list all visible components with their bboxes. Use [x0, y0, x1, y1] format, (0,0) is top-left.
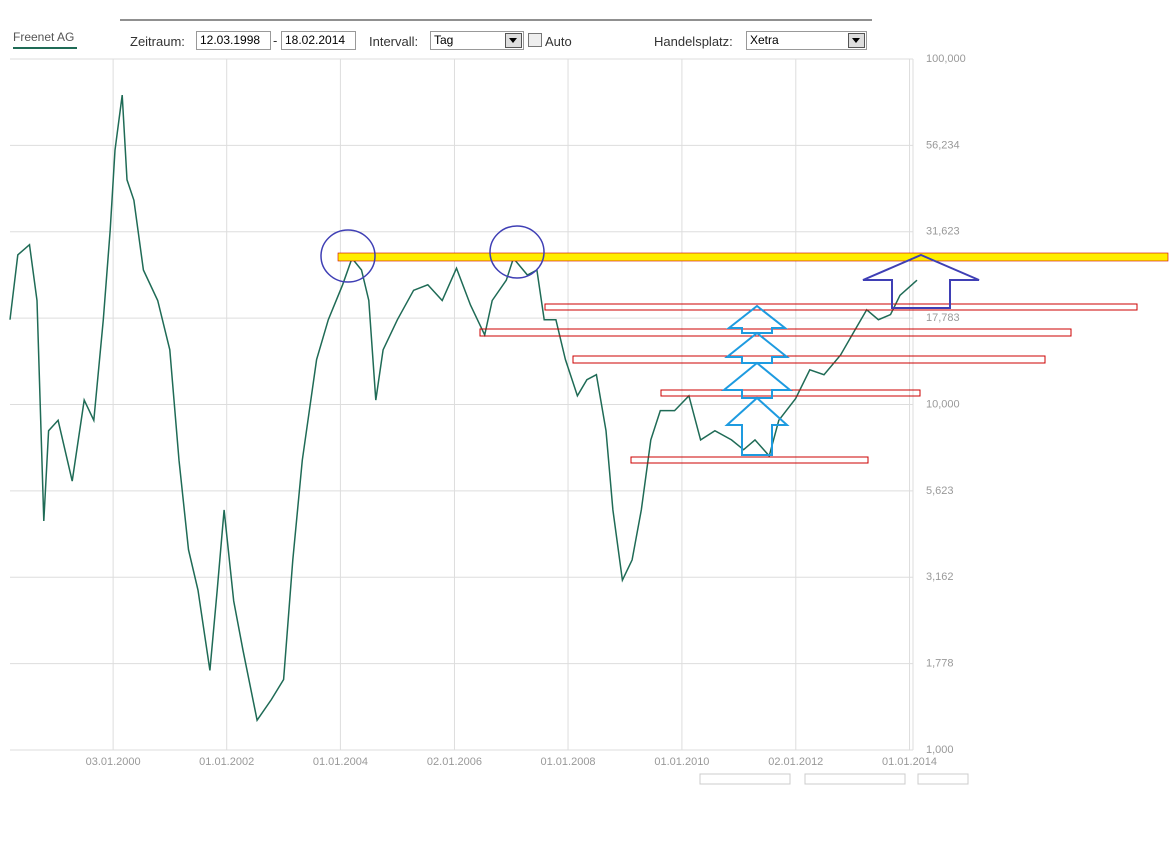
venue-select[interactable]: Xetra: [746, 31, 867, 50]
dropdown-button[interactable]: [505, 33, 522, 48]
button[interactable]: [917, 773, 969, 785]
circle-marker: [320, 229, 376, 283]
x-tick-label: 01.01.2014: [882, 756, 937, 768]
bottom-buttons: [699, 773, 969, 785]
interval-select[interactable]: Tag: [430, 31, 524, 50]
level-box: [479, 328, 1072, 337]
circle-marker: [489, 225, 545, 279]
plot: [9, 95, 918, 723]
label: Zeitraum:: [130, 34, 185, 49]
checkbox[interactable]: [528, 33, 542, 47]
up-arrow: [726, 304, 788, 334]
start-input[interactable]: 12.03.1998: [196, 31, 271, 50]
level-box: [630, 456, 869, 464]
y-tick-label: 10,000: [926, 398, 960, 410]
dropdown-button[interactable]: [848, 33, 865, 48]
y-tick-label: 1,000: [926, 744, 954, 756]
x-tick-label: 02.01.2012: [768, 756, 823, 768]
y-tick-label: 3,162: [926, 571, 954, 583]
resistance-band: [337, 252, 1169, 262]
y-tick-label: 100,000: [926, 53, 966, 65]
separator: -: [273, 33, 278, 48]
level-box: [544, 303, 1138, 311]
price-line: [9, 95, 918, 723]
select-value: Tag: [434, 33, 454, 47]
y-tick-label: 56,234: [926, 139, 960, 151]
x-tick-label: 03.01.2000: [86, 756, 141, 768]
y-tick-label: 5,623: [926, 485, 954, 497]
up-arrow: [721, 361, 793, 399]
label: Intervall:: [369, 34, 419, 49]
x-tick-label: 01.01.2010: [654, 756, 709, 768]
button[interactable]: [804, 773, 906, 785]
level-box: [572, 355, 1046, 364]
select-value: Xetra: [750, 33, 779, 47]
end-input[interactable]: 18.02.2014: [281, 31, 356, 50]
big-up-arrow: [862, 253, 980, 309]
x-tick-label: 01.01.2004: [313, 756, 368, 768]
x-tick-label: 02.01.2006: [427, 756, 482, 768]
checkbox-label: Auto: [545, 34, 572, 49]
up-arrow: [724, 396, 790, 456]
x-tick-label: 01.01.2002: [199, 756, 254, 768]
up-arrow: [724, 331, 790, 364]
grid: 1,000 1,778 3,162 5,623 10,000 17,783 31,623 56…: [10, 53, 966, 768]
y-tick-label: 17,783: [926, 312, 960, 324]
tab[interactable]: Freenet AG: [13, 30, 75, 44]
annotations: [320, 225, 1169, 464]
label: Handelsplatz:: [654, 34, 733, 49]
x-tick-label: 01.01.2008: [541, 756, 596, 768]
button[interactable]: [699, 773, 791, 785]
y-tick-label: 1,778: [926, 658, 954, 670]
y-tick-label: 31,623: [926, 226, 960, 238]
